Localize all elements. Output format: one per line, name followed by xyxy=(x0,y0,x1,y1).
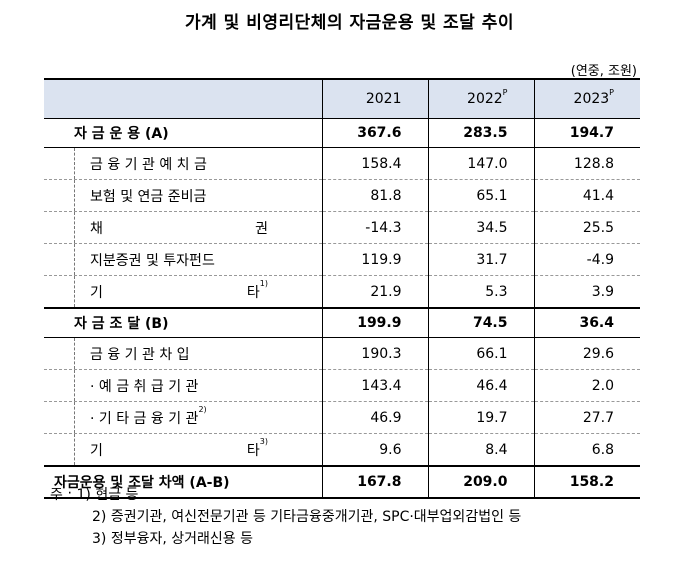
cell: 190.3 xyxy=(321,337,428,370)
cell: 25.5 xyxy=(533,211,640,244)
row-other-uses: 기 타1) 21.9 5.3 3.9 xyxy=(44,275,640,309)
row-borrowing: 금 융 기 관 차 입 190.3 66.1 29.6 xyxy=(44,337,640,370)
row-insurance: 보험 및 연금 준비금 81.8 65.1 41.4 xyxy=(44,179,640,212)
cell: 66.1 xyxy=(427,337,534,370)
row-label: · 기 타 금 융 기 관2) xyxy=(44,401,323,434)
cell: 158.4 xyxy=(321,147,428,180)
cell: 367.6 xyxy=(321,118,428,148)
row-label: 자 금 조 달 (B) xyxy=(44,308,323,338)
row-other-fi: · 기 타 금 융 기 관2) 46.9 19.7 27.7 xyxy=(44,401,640,434)
row-other-sources: 기 타3) 9.6 8.4 6.8 xyxy=(44,433,640,467)
cell: 209.0 xyxy=(427,465,534,499)
cell: 2.0 xyxy=(533,369,640,402)
cell: 29.6 xyxy=(533,337,640,370)
row-label: 금 융 기 관 예 치 금 xyxy=(44,147,323,180)
cell: 27.7 xyxy=(533,401,640,434)
row-label: 금 융 기 관 차 입 xyxy=(44,337,323,370)
cell: 46.9 xyxy=(321,401,428,434)
cell: 5.3 xyxy=(427,275,534,309)
unit-label: (연중, 조원) xyxy=(570,64,637,79)
cell: 167.8 xyxy=(321,465,428,499)
page-title: 가계 및 비영리단체의 자금운용 및 조달 추이 xyxy=(184,13,515,33)
cell: 36.4 xyxy=(533,308,640,338)
header-year-2021: 2021 xyxy=(321,78,428,119)
cell: 194.7 xyxy=(533,118,640,148)
cell: 8.4 xyxy=(427,433,534,467)
cell: 6.8 xyxy=(533,433,640,467)
cell: 283.5 xyxy=(427,118,534,148)
row-deposits: 금 융 기 관 예 치 금 158.4 147.0 128.8 xyxy=(44,147,640,180)
cell: 119.9 xyxy=(321,243,428,276)
row-net-difference: 자금운용 및 조달 차액 (A-B) 167.8 209.0 158.2 xyxy=(44,465,640,499)
cell: 65.1 xyxy=(427,179,534,212)
row-label: 보험 및 연금 준비금 xyxy=(44,179,323,212)
footnotes: 주 : 1) 현금 등 2) 증권기관, 여신전문기관 등 기타금융중개기관, … xyxy=(50,484,521,550)
row-equity: 지분증권 및 투자펀드 119.9 31.7 -4.9 xyxy=(44,243,640,276)
cell: 147.0 xyxy=(427,147,534,180)
header-year-2022: 2022P xyxy=(427,78,534,119)
cell: -4.9 xyxy=(533,243,640,276)
cell: 3.9 xyxy=(533,275,640,309)
header-row: 2021 2022P 2023P xyxy=(44,78,640,119)
row-fund-uses: 자 금 운 용 (A) 367.6 283.5 194.7 xyxy=(44,118,640,148)
cell: 34.5 xyxy=(427,211,534,244)
cell: 128.8 xyxy=(533,147,640,180)
row-label: 기 타3) xyxy=(44,433,323,467)
cell: 31.7 xyxy=(427,243,534,276)
cell: -14.3 xyxy=(321,211,428,244)
row-label: · 예 금 취 급 기 관 xyxy=(44,369,323,402)
cell: 21.9 xyxy=(321,275,428,309)
fund-flow-table: 2021 2022P 2023P 자 금 운 용 (A) 367.6 283.5… xyxy=(44,78,640,499)
cell: 41.4 xyxy=(533,179,640,212)
cell: 158.2 xyxy=(533,465,640,499)
row-label: 자 금 운 용 (A) xyxy=(44,118,323,148)
cell: 81.8 xyxy=(321,179,428,212)
header-blank xyxy=(44,78,323,119)
row-label: 자금운용 및 조달 차액 (A-B) xyxy=(44,465,323,499)
row-fund-sources: 자 금 조 달 (B) 199.9 74.5 36.4 xyxy=(44,308,640,338)
cell: 19.7 xyxy=(427,401,534,434)
row-label: 지분증권 및 투자펀드 xyxy=(44,243,323,276)
header-year-2023: 2023P xyxy=(533,78,640,119)
row-depository: · 예 금 취 급 기 관 143.4 46.4 2.0 xyxy=(44,369,640,402)
cell: 46.4 xyxy=(427,369,534,402)
footnote-1: 주 : 1) 현금 등 xyxy=(50,487,139,503)
cell: 199.9 xyxy=(321,308,428,338)
cell: 74.5 xyxy=(427,308,534,338)
row-label: 기 타1) xyxy=(44,275,323,309)
footnote-2: 2) 증권기관, 여신전문기관 등 기타금융중개기관, SPC·대부업외감법인 … xyxy=(92,509,522,525)
footnote-3: 3) 정부융자, 상거래신용 등 xyxy=(92,531,253,547)
cell: 143.4 xyxy=(321,369,428,402)
cell: 9.6 xyxy=(321,433,428,467)
